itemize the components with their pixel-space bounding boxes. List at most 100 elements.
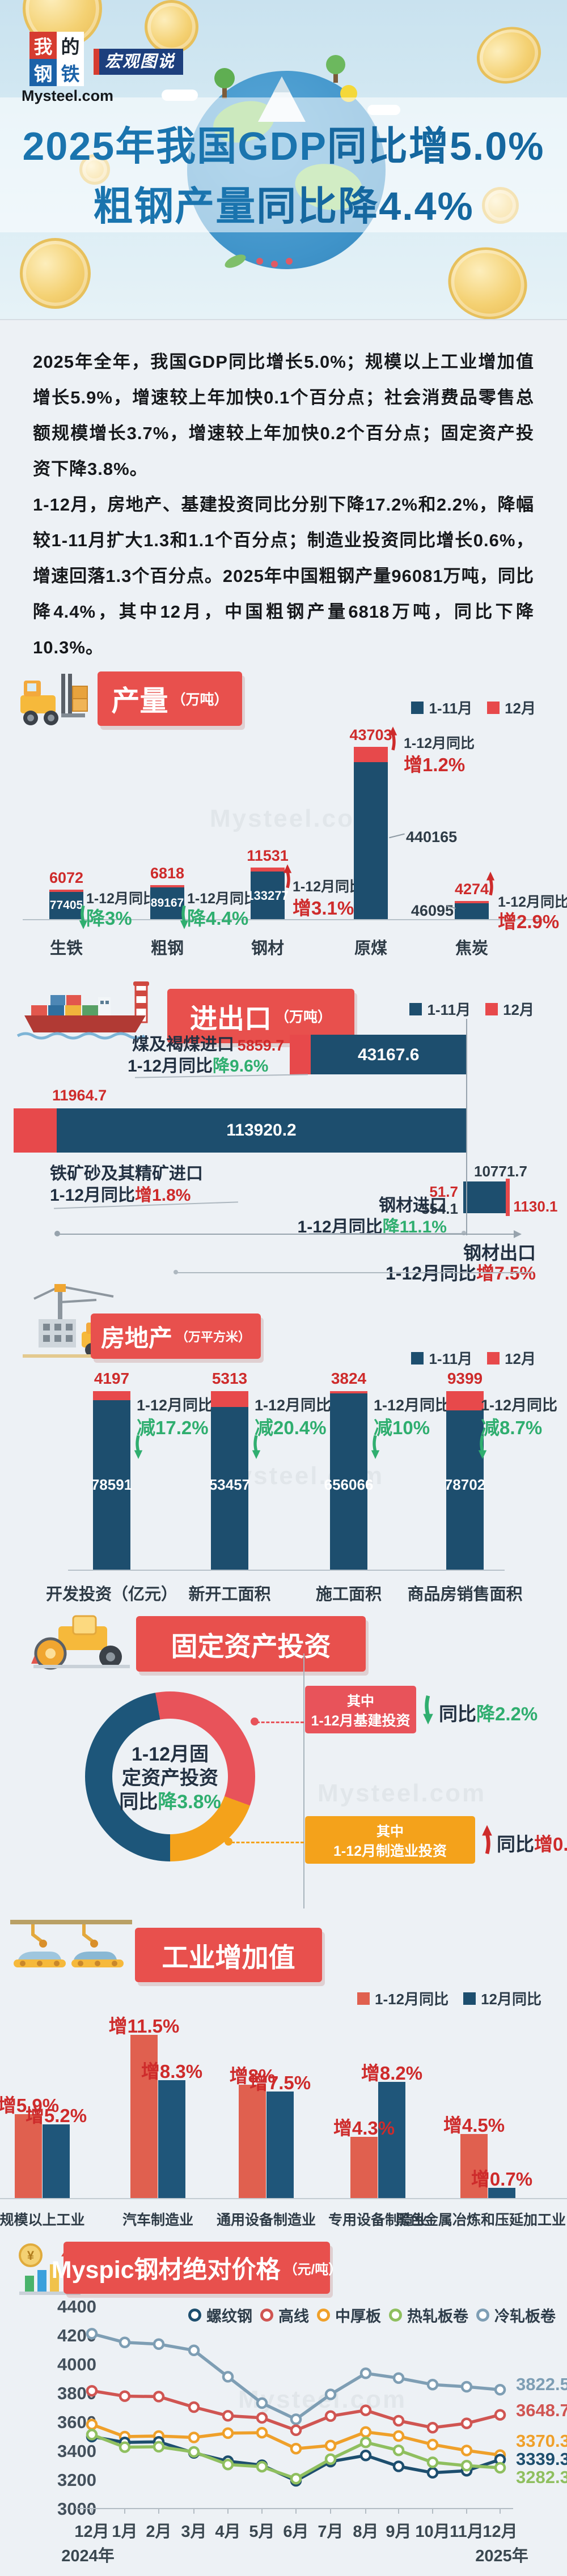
data-point: [222, 2458, 234, 2471]
tree-icon: [214, 68, 235, 88]
yoy-prefix-label: 1-12月同比: [187, 891, 259, 907]
logo-char: 的: [57, 32, 84, 59]
bar-dec-value: 3824: [331, 1370, 367, 1387]
industry-section: 工业增加值 1-12月同比 12月同比 增5.9% 增5.2% 规模以上工业 增11.…: [0, 1910, 567, 2228]
category-label: 专用设备制造业: [328, 2212, 428, 2228]
trade-legend: 1-11月 12月: [409, 998, 534, 1019]
section-title-badge: 进出口 （万吨）: [167, 989, 354, 1043]
callout-dot: [462, 1231, 466, 1235]
data-point: [290, 2472, 302, 2485]
bar-jan-nov-segment: [211, 1407, 248, 1570]
category-label: 钢材: [251, 940, 284, 958]
bar-dec-segment: [211, 1391, 248, 1407]
legend-label: 1-11月: [429, 1350, 473, 1367]
bar-jan-nov-value: 440165: [406, 828, 458, 845]
y-tick-label: 4400: [57, 2297, 96, 2316]
y-tick-label: 3400: [57, 2441, 96, 2461]
industry-legend: 1-12月同比 12月同比: [357, 1988, 541, 2009]
realestate-legend: 1-11月 12月: [411, 1347, 536, 1368]
callout-dot: [251, 1718, 259, 1725]
data-point: [494, 2384, 506, 2396]
bar-full-year-label: 增8%: [229, 2065, 276, 2086]
data-point: [119, 2441, 131, 2453]
data-point: [188, 2344, 200, 2357]
bar-jan-nov-segment: [354, 762, 388, 919]
yoy-value-label: 降2.2%: [476, 1703, 538, 1724]
bar-jan-nov-segment: [467, 1181, 506, 1213]
axis-arrow-icon: [514, 1230, 522, 1238]
x-tick-label: 10月: [415, 2523, 450, 2541]
x-tick-label: 1月: [112, 2523, 137, 2541]
increase-arrow-icon: [282, 863, 293, 889]
legend-item: 中厚板: [317, 2304, 381, 2326]
cargo-ship-icon: [16, 981, 149, 1040]
decrease-arrow-icon: [78, 904, 88, 930]
yoy-value-label: 减8.7%: [481, 1417, 543, 1438]
yoy-prefix-label: 1-12月同比: [86, 891, 158, 907]
bar-dec-segment: [290, 1035, 311, 1074]
section-title: 房地产: [100, 1324, 172, 1351]
category-label: 生铁: [49, 940, 83, 958]
legend-ring-plate: [317, 2309, 330, 2322]
data-point: [256, 2412, 268, 2424]
section-unit: （万吨）: [171, 692, 229, 708]
section-title-badge: 固定资产投资: [136, 1616, 366, 1672]
data-point: [392, 2444, 405, 2456]
title-normal: 2025年我国GDP: [22, 124, 327, 168]
legend-ring-hrc: [389, 2309, 402, 2322]
series-end-value: 3370.38: [516, 2431, 567, 2451]
data-point: [426, 2421, 439, 2434]
bar-dec-value: 9399: [447, 1370, 483, 1387]
year-label-right: 2025年: [475, 2546, 528, 2565]
row-yoy-label: 1-12月同比增1.8%: [50, 1181, 191, 1206]
category-label: 商品房销售面积: [407, 1585, 523, 1604]
data-point: [153, 2391, 165, 2403]
legend-item: 1-11月: [411, 1347, 472, 1368]
category-label: 原煤: [354, 940, 387, 958]
legend-ring-wire-rod: [260, 2309, 273, 2322]
tree-icon: [333, 69, 338, 83]
bar-december: [43, 2124, 70, 2198]
legend-label: 中厚板: [335, 2308, 381, 2325]
title-band: [0, 97, 567, 232]
mountain-peak-icon: [273, 76, 290, 92]
data-point: [460, 2445, 473, 2456]
data-point: [359, 2404, 372, 2416]
y-tick-label: 3200: [57, 2470, 96, 2490]
bar-jan-nov-segment: [446, 1410, 484, 1570]
callout-line2: 1-12月基建投资: [311, 1712, 411, 1729]
data-point: [86, 2429, 98, 2441]
x-axis: [0, 2198, 567, 2199]
row-name-label: 钢材进口: [379, 1196, 447, 1215]
bar-december-label: 增8.2%: [361, 2063, 423, 2084]
data-point: [222, 2427, 234, 2439]
bar-dec-segment: [506, 1179, 510, 1216]
data-point: [153, 2441, 165, 2453]
category-label: 规模以上工业: [0, 2212, 85, 2228]
bar-jan-nov-value: 133277: [247, 889, 289, 903]
increase-arrow-icon: [481, 1819, 493, 1860]
data-point: [359, 2367, 372, 2379]
bar-jan-nov-value: 113920.2: [226, 1121, 297, 1140]
price-section: ¥ Myspic钢材绝对价格 （元/吨） 螺纹钢 高线 中厚板 热轧板卷 冷轧板…: [0, 2227, 567, 2576]
yoy-value-label: 减17.2%: [137, 1417, 209, 1438]
x-tick-label: 6月: [283, 2523, 308, 2541]
page-title-line2: 粗钢产量同比降4.4%: [0, 175, 567, 232]
fai-center-line: 1-12月固: [131, 1744, 209, 1765]
bar-jan-nov-value: 77405: [49, 899, 83, 912]
yoy-prefix-label: 同比: [497, 1834, 534, 1855]
data-point: [153, 2338, 165, 2350]
data-point: [392, 2372, 405, 2384]
legend-label: 冷轧板卷: [494, 2308, 556, 2325]
yoy-value-label: 降3%: [86, 908, 132, 929]
yoy-value-label: 增1.8%: [135, 1186, 191, 1205]
yoy-value-label: 减10%: [374, 1417, 430, 1438]
bar-december-label: 增7.5%: [249, 2072, 311, 2093]
fai-donut-chart: [85, 1691, 255, 1861]
bar-jan-nov-segment: [150, 887, 184, 919]
bar-dec-value: 5859.7: [237, 1037, 285, 1054]
data-point: [290, 2413, 302, 2425]
bar-full-year: [130, 2035, 158, 2198]
legend-label: 12月: [505, 1350, 536, 1367]
industry-chart: 增5.9% 增5.2% 规模以上工业 增11.5% 增8.3% 汽车制造业 增8% 增7.5%…: [0, 1910, 567, 2228]
